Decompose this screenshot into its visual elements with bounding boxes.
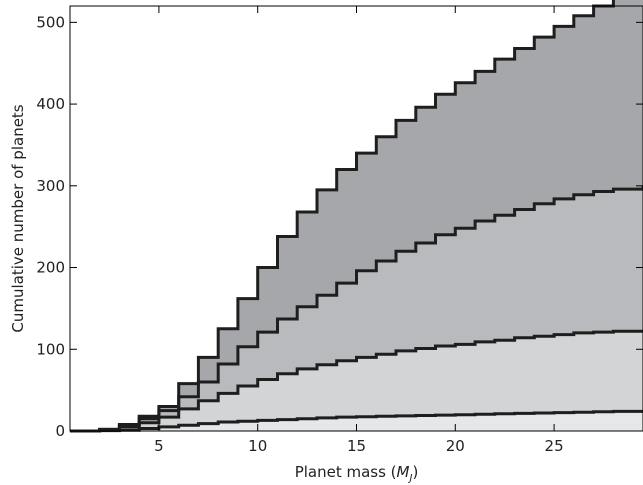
series-3-area — [70, 329, 643, 431]
series-1-line — [70, 0, 615, 433]
y-tick-label: 200 — [36, 259, 65, 277]
x-tick-label: 15 — [347, 437, 366, 455]
y-axis-label: Cumulative number of planets — [9, 104, 27, 332]
series-3-line — [70, 329, 643, 433]
chart-lines — [70, 0, 643, 433]
x-tick-label: 20 — [446, 437, 465, 455]
axis-ticks: 5 10 15 20 25 0 100 200 300 400 500 — [36, 6, 643, 455]
x-axis-label-text: Planet mass ( — [295, 463, 397, 481]
chart-areas — [70, 0, 643, 431]
y-tick-label: 500 — [36, 13, 65, 31]
x-axis-label-close: ) — [412, 463, 418, 481]
series-2-line — [70, 185, 643, 433]
x-tick-label: 5 — [154, 437, 164, 455]
y-tick-label: 100 — [36, 340, 65, 358]
y-tick-label: 400 — [36, 95, 65, 113]
y-tick-label: 300 — [36, 177, 65, 195]
x-axis-label: Planet mass (MJ) — [295, 463, 419, 484]
x-tick-label: 10 — [248, 437, 267, 455]
x-axis-label-subscript: J — [407, 473, 412, 484]
x-tick-label: 25 — [545, 437, 564, 455]
x-axis-label-symbol: M — [397, 463, 410, 481]
series-4-line — [70, 409, 643, 433]
series-4-area — [70, 411, 643, 431]
y-tick-label: 0 — [55, 422, 65, 440]
